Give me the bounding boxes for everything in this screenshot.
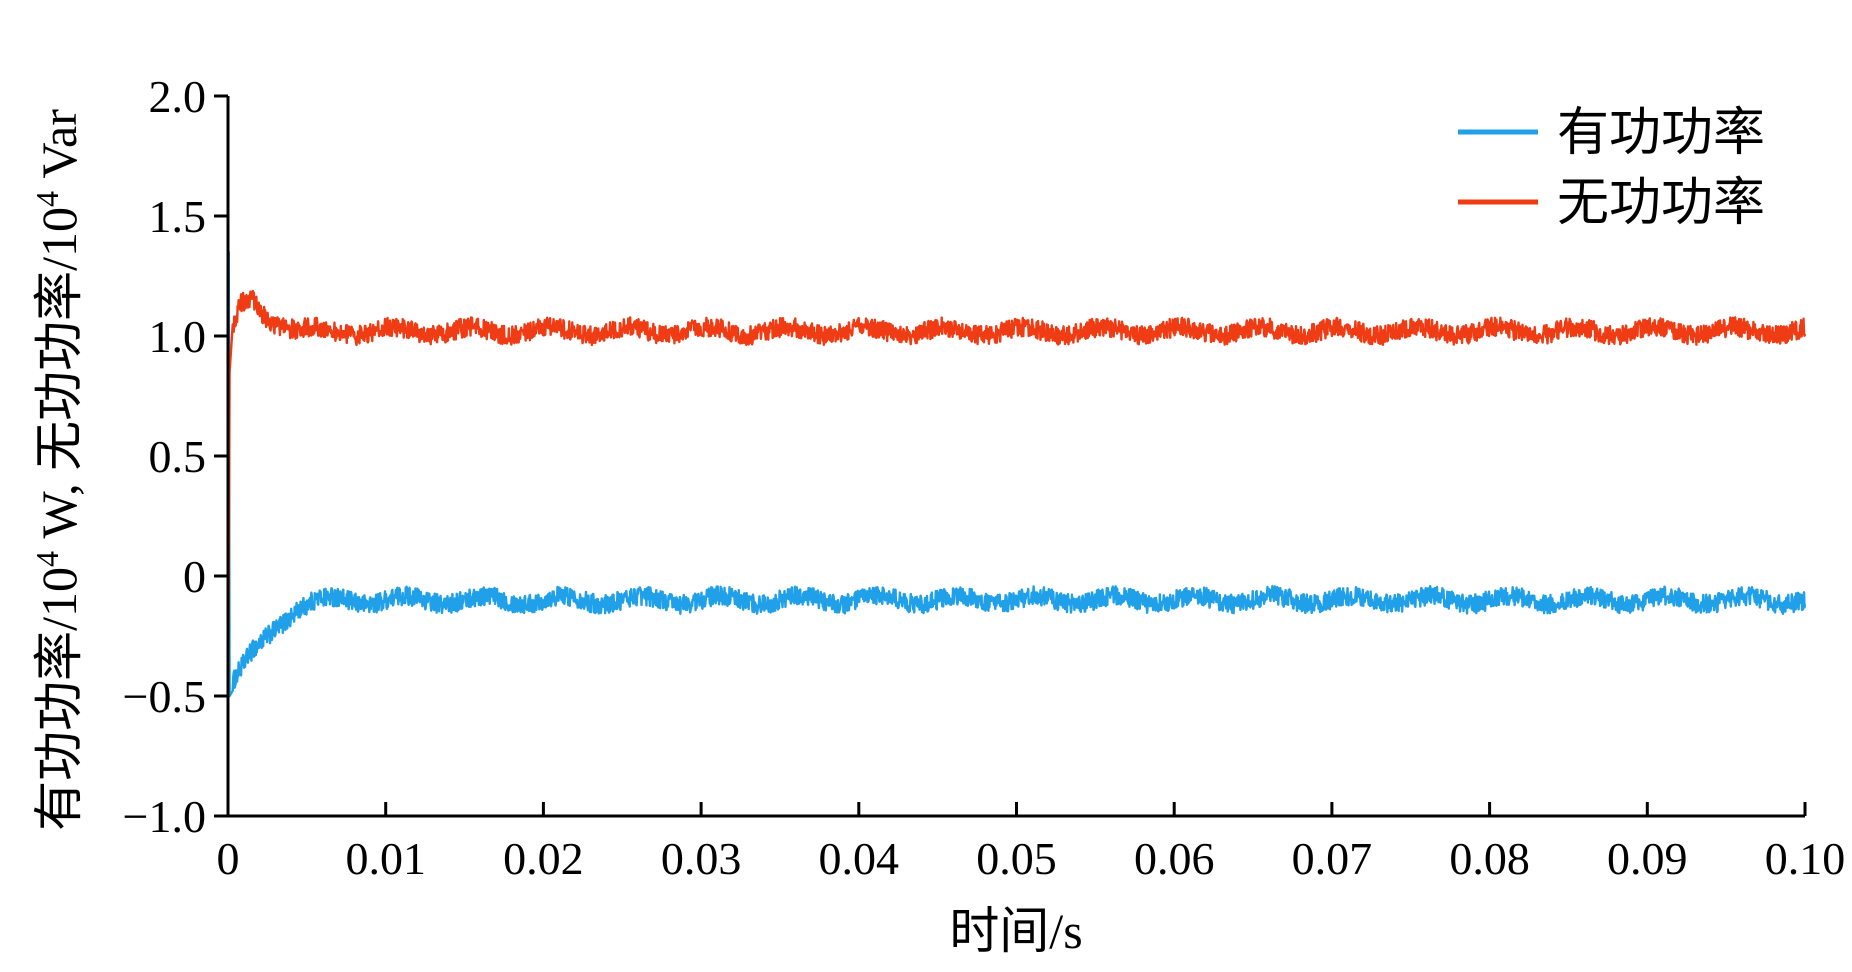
y-tick-label: −1.0 bbox=[123, 791, 206, 842]
series-line-active-power bbox=[226, 250, 1807, 817]
axes: −1.0−0.500.51.01.52.0 0 0.01 0.02 0.03 0.04 0… bbox=[123, 71, 1846, 884]
y-tick-label: −0.5 bbox=[123, 671, 206, 722]
x-tick-label: 0.02 bbox=[503, 833, 584, 884]
y-axis-title-superscript-2: 4 bbox=[29, 191, 65, 207]
y-tick-label: 1.5 bbox=[149, 191, 207, 242]
x-tick-label: 0 bbox=[217, 833, 240, 884]
x-tick-label: 0.03 bbox=[661, 833, 742, 884]
y-tick-label: 1.0 bbox=[149, 311, 207, 362]
y-axis-title: 有功功率/104 W, 无功功率/104 Var bbox=[29, 109, 87, 831]
series-layer bbox=[226, 250, 1807, 817]
x-ticks: 0 0.01 0.02 0.03 0.04 0.05 0.06 0.07 0.08 0.09 0.1… bbox=[217, 802, 1846, 884]
x-tick-label: 0.08 bbox=[1449, 833, 1530, 884]
y-ticks: −1.0 −0.5 0 0.5 1.0 1.5 2.0 bbox=[123, 71, 228, 842]
legend-label-reactive-power: 无功功率 bbox=[1557, 175, 1765, 232]
x-axis-title: 时间/s bbox=[949, 903, 1082, 959]
y-tick-label: 0 bbox=[183, 551, 206, 602]
x-tick-label: 0.05 bbox=[976, 833, 1057, 884]
x-tick-label: 0.04 bbox=[819, 833, 900, 884]
y-tick-label: 2.0 bbox=[149, 71, 207, 122]
series-line-reactive-power bbox=[226, 289, 1807, 740]
x-tick-label: 0.07 bbox=[1292, 833, 1373, 884]
y-axis-title-part-2: W, 无功功率/10 bbox=[31, 207, 87, 551]
y-tick-label: 0.5 bbox=[149, 431, 207, 482]
x-tick-label: 0.06 bbox=[1134, 833, 1215, 884]
y-axis-title-superscript-1: 4 bbox=[29, 551, 65, 567]
y-axis-title-part-1: 有功功率/10 bbox=[31, 567, 87, 831]
legend-label-active-power: 有功功率 bbox=[1557, 105, 1765, 162]
legend: 有功功率 无功功率 bbox=[1458, 105, 1765, 232]
y-axis-title-part-3: Var bbox=[31, 109, 87, 191]
x-tick-label: 0.01 bbox=[345, 833, 426, 884]
x-tick-label: 0.10 bbox=[1765, 833, 1846, 884]
x-tick-label: 0.09 bbox=[1607, 833, 1688, 884]
